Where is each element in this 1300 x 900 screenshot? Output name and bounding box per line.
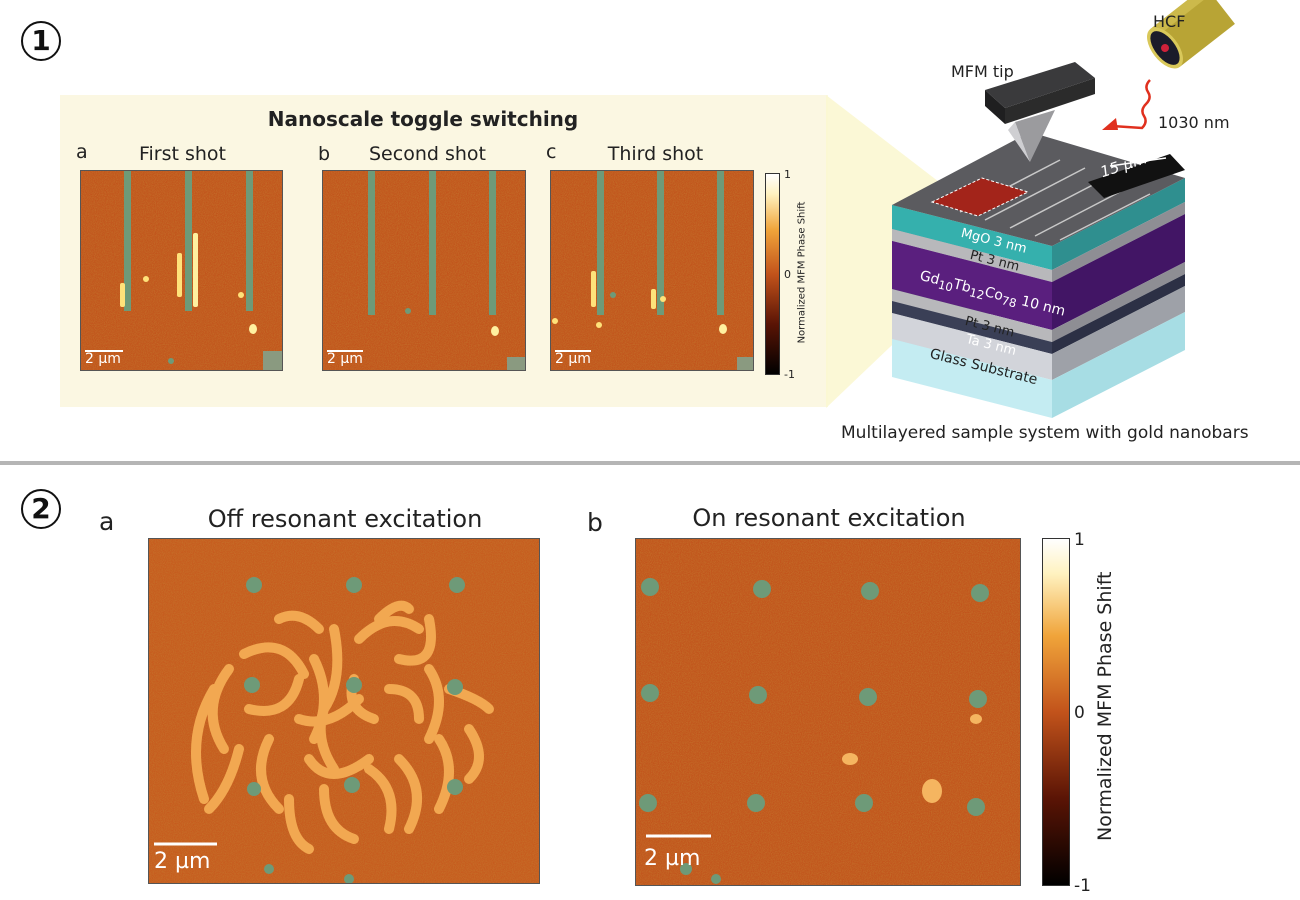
colorbar-large-tick-mid: 0 [1074, 703, 1085, 723]
section-number-2: 2 [21, 489, 61, 529]
scale-bar-label: 2 µm [154, 849, 211, 874]
mfm-image-first-shot: 2 µm [80, 170, 283, 371]
wavelength-label: 1030 nm [1158, 113, 1230, 132]
inset-title: Nanoscale toggle switching [267, 107, 579, 131]
section-number-1: 1 [21, 21, 61, 61]
panel-letter-2b: b [587, 508, 603, 537]
schematic-caption: Multilayered sample system with gold nan… [841, 423, 1249, 443]
colorbar [765, 173, 780, 375]
panel-title-on-resonant: On resonant excitation [692, 504, 966, 532]
colorbar-tick-min: -1 [784, 368, 795, 381]
colorbar-label: Normalized MFM Phase Shift [796, 201, 808, 344]
section-divider [0, 461, 1300, 465]
scale-bar-label: 2 µm [85, 351, 121, 367]
panel-letter-c: c [546, 141, 557, 163]
scale-bar-label: 2 µm [327, 351, 363, 367]
panel-title-first-shot: First shot [138, 143, 227, 165]
mfm-image-second-shot: 2 µm [322, 170, 526, 371]
panel-letter-2a: a [99, 507, 115, 536]
panel-title-off-resonant: Off resonant excitation [207, 505, 483, 533]
mfm-image-third-shot: 2 µm [550, 170, 754, 371]
panel-letter-a: a [76, 141, 88, 163]
mfm-image-on-resonant: 2 µm [635, 538, 1021, 886]
scale-bar-label: 2 µm [555, 351, 591, 367]
scale-bar-label: 2 µm [644, 846, 701, 871]
colorbar-large-tick-max: 1 [1074, 530, 1085, 550]
panel-title-third-shot: Third shot [607, 143, 704, 165]
mfm-tip-label: MFM tip [951, 62, 1014, 81]
sample-schematic [892, 0, 1235, 418]
colorbar-large-tick-min: -1 [1074, 876, 1091, 896]
hcf-label: HCF [1153, 12, 1186, 31]
mfm-image-off-resonant: 2 µm [148, 538, 540, 884]
panel-letter-b: b [318, 143, 331, 165]
panel-title-second-shot: Second shot [369, 143, 486, 165]
colorbar-tick-max: 1 [784, 168, 791, 181]
colorbar-large-label: Normalized MFM Phase Shift [1094, 571, 1116, 842]
colorbar-large [1042, 538, 1070, 886]
colorbar-tick-mid: 0 [784, 268, 791, 281]
